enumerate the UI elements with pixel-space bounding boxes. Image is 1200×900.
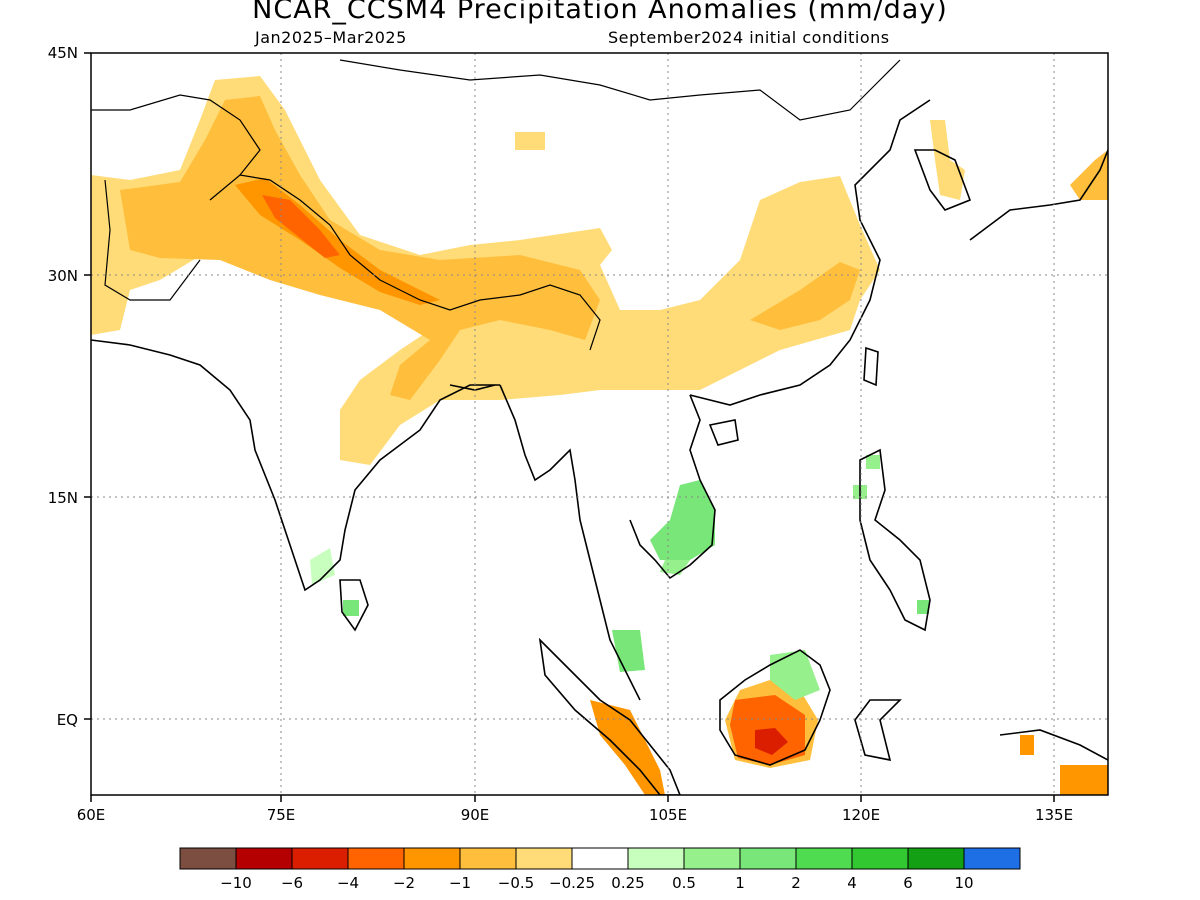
- colorbar-swatch: [795, 847, 853, 870]
- colorbar-label: −6: [281, 874, 303, 892]
- coastline-philippines: [859, 448, 931, 632]
- colorbar-label: 0.25: [611, 874, 644, 892]
- graticule: [91, 53, 1108, 795]
- lat-label-eq: EQ: [57, 711, 78, 729]
- border-himalaya: [209, 174, 601, 351]
- initial-conditions-label: September2024 initial conditions: [608, 28, 890, 47]
- colorbar-label: 2: [791, 874, 801, 892]
- lat-label-45n: 45N: [48, 44, 78, 62]
- colorbar-swatch: [291, 847, 349, 870]
- coastlines: [91, 59, 1108, 795]
- colorbar-swatch: [515, 847, 573, 870]
- lon-label-90e: 90E: [461, 806, 490, 824]
- dry-anomaly-region: [120, 96, 600, 400]
- wet-anomaly-region: [310, 548, 335, 585]
- dry-anomaly-region: [1070, 150, 1108, 200]
- lon-label-105e: 105E: [649, 806, 687, 824]
- colorbar-label: −10: [220, 874, 252, 892]
- coastline-new-guinea: [999, 729, 1108, 761]
- plot-frame: [90, 52, 1109, 796]
- wet-anomaly-region: [343, 600, 359, 616]
- border-mongolia: [339, 59, 901, 121]
- anomaly-fields: [91, 76, 1108, 795]
- lon-label-135e: 135E: [1035, 806, 1073, 824]
- coastline-hainan: [708, 419, 739, 446]
- colorbar-swatch: [627, 847, 685, 870]
- colorbar-swatch: [179, 847, 237, 870]
- wet-anomaly-region: [917, 600, 929, 614]
- wet-anomaly-region: [650, 480, 715, 560]
- colorbar-swatch: [347, 847, 405, 870]
- dry-anomaly-region: [1020, 735, 1034, 755]
- coastline-sulawesi: [854, 699, 902, 762]
- colorbar-label: −0.5: [498, 874, 534, 892]
- coastline-vietnam: [629, 394, 716, 580]
- colorbar-label: 10: [954, 874, 973, 892]
- dry-anomaly-region: [755, 728, 788, 755]
- colorbar-swatch: [907, 847, 965, 870]
- coastline-korea: [913, 149, 972, 211]
- dry-anomaly-region: [590, 700, 665, 795]
- colorbar-swatch: [403, 847, 461, 870]
- colorbar-swatch: [235, 847, 293, 870]
- border-iran-afghanistan: [104, 179, 201, 301]
- lon-label-120e: 120E: [842, 806, 880, 824]
- colorbar-swatch: [851, 847, 909, 870]
- coastline-indochina: [499, 384, 641, 701]
- coastline-sumatra: [538, 637, 681, 795]
- forecast-period: Jan2025–Mar2025: [255, 28, 407, 47]
- lat-label-15n: 15N: [48, 489, 78, 507]
- map-title: NCAR_CCSM4 Precipitation Anomalies (mm/d…: [252, 0, 948, 25]
- lon-label-75e: 75E: [267, 806, 296, 824]
- wet-anomaly-region: [866, 455, 880, 469]
- colorbar-swatch: [459, 847, 517, 870]
- colorbar-label: −0.25: [549, 874, 595, 892]
- colorbar-label: −4: [337, 874, 359, 892]
- coastline-china: [689, 99, 931, 406]
- colorbar-swatch: [739, 847, 797, 870]
- axis-ticks: [84, 52, 1055, 802]
- colorbar-label: −2: [393, 874, 415, 892]
- colorbar-label: 6: [903, 874, 913, 892]
- lat-label-30n: 30N: [48, 267, 78, 285]
- dry-anomaly-region: [515, 132, 545, 150]
- colorbar-swatch: [963, 847, 1021, 870]
- colorbar-swatch: [683, 847, 741, 870]
- wet-anomaly-region: [612, 630, 645, 672]
- colorbar-label: 4: [847, 874, 857, 892]
- colorbar-label: 1: [735, 874, 745, 892]
- border-central-asia: [91, 94, 261, 176]
- dry-anomaly-region: [750, 262, 860, 330]
- colorbar-label: −1: [449, 874, 471, 892]
- colorbar-swatch: [571, 847, 629, 870]
- coastline-sri-lanka: [339, 579, 369, 632]
- coastline-japan: [969, 149, 1108, 241]
- coastline-borneo: [719, 649, 831, 766]
- lon-label-60e: 60E: [77, 806, 106, 824]
- dry-anomaly-region: [1060, 765, 1108, 795]
- colorbar: −10 −6 −4 −2 −1 −0.5 −0.25 0.25 0.5 1 2 4 6 10: [179, 847, 1021, 892]
- wet-anomaly-region: [770, 650, 820, 700]
- dry-anomaly-region: [930, 120, 965, 200]
- coastline-taiwan: [863, 346, 879, 387]
- colorbar-label: 0.5: [672, 874, 696, 892]
- coastline-india: [91, 339, 500, 592]
